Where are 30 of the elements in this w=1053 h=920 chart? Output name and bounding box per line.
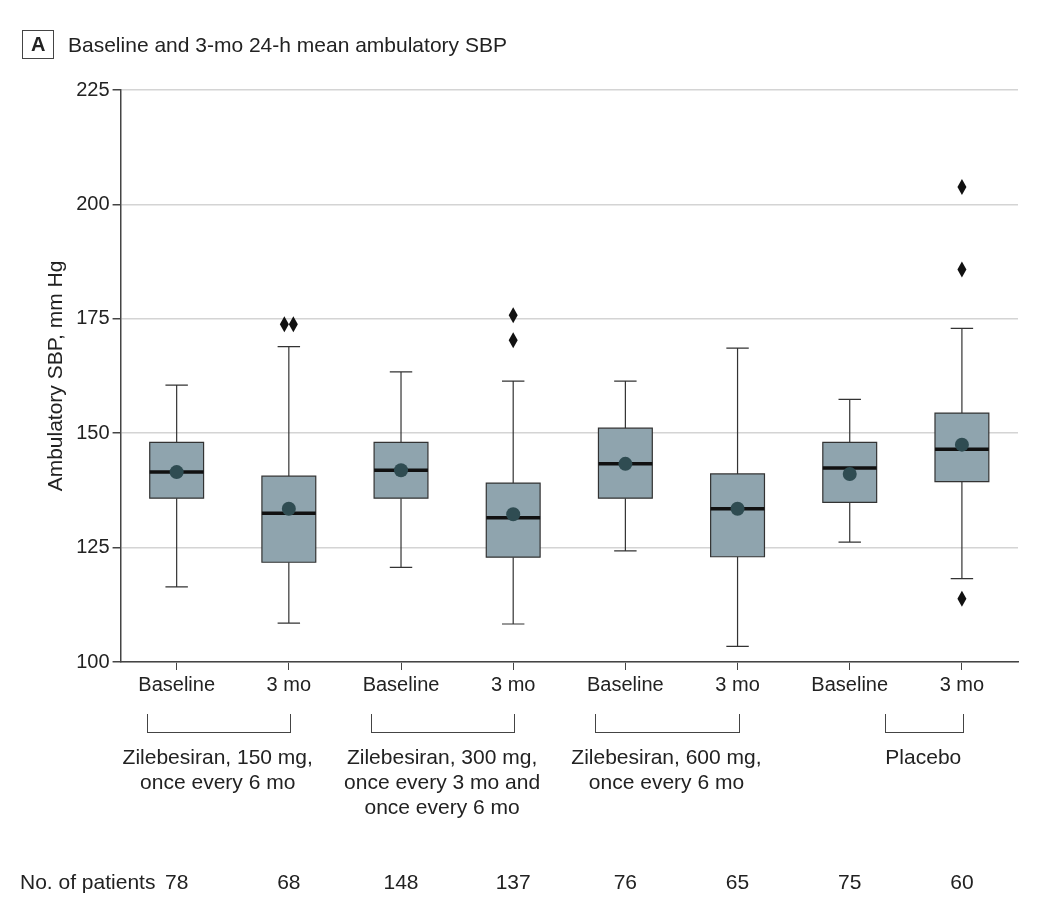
- text: 65: [724, 870, 751, 894]
- x-tick-label: Baseline: [362, 672, 440, 695]
- y-tick-label: 175: [76, 306, 110, 329]
- text: 76: [612, 870, 639, 894]
- x-tick-label: Baseline: [138, 672, 216, 695]
- y-tick-label: 125: [76, 535, 110, 558]
- text: A: [22, 30, 55, 59]
- text: Zilebesiran, 150 mg, once every 6 mo: [121, 744, 314, 794]
- text: Zilebesiran, 600 mg, once every 6 mo: [570, 744, 763, 794]
- y-tick-label: 225: [76, 77, 110, 100]
- y-tick-label: 150: [76, 420, 110, 443]
- chart-title: Baseline and 3-mo 24-h mean ambulatory SBP: [68, 33, 507, 57]
- text: Zilebesiran, 300 mg, once every 3 mo and once every 6 mo: [343, 744, 542, 819]
- text: 60: [949, 870, 975, 894]
- text: No. of patients: [20, 870, 156, 894]
- y-tick-label: 200: [76, 191, 110, 214]
- text: 68: [276, 870, 302, 894]
- text: 75: [837, 870, 863, 894]
- x-tick-label: 3 mo: [939, 672, 985, 695]
- x-tick-label: 3 mo: [715, 672, 760, 695]
- text: 137: [494, 870, 532, 894]
- x-tick-label: Baseline: [587, 672, 664, 695]
- text: 78: [164, 870, 189, 893]
- text: 148: [382, 870, 420, 894]
- text: Placebo: [884, 744, 963, 769]
- y-tick-label: 100: [76, 649, 110, 672]
- x-tick-label: Baseline: [811, 672, 889, 695]
- x-tick-label: 3 mo: [490, 672, 536, 695]
- y-axis-title: Ambulatory SBP, mm Hg: [43, 260, 67, 492]
- x-tick-label: 3 mo: [266, 672, 312, 695]
